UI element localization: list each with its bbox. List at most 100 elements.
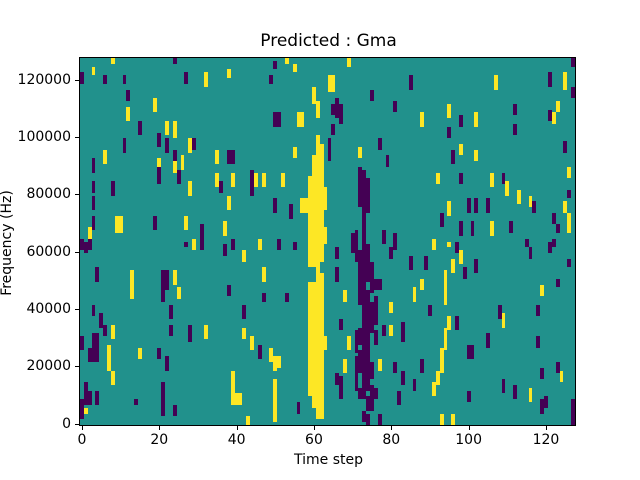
heatmap-cell	[571, 399, 575, 425]
heatmap-cell	[327, 75, 336, 93]
heatmap-cell	[370, 301, 374, 334]
heatmap-cell	[513, 123, 517, 136]
heatmap-cell	[80, 336, 84, 351]
heatmap-cell	[366, 396, 371, 411]
heatmap-cell	[354, 330, 359, 354]
heatmap-cell	[284, 58, 289, 64]
heatmap-cell	[536, 336, 541, 348]
x-tick-label: 0	[77, 432, 87, 448]
heatmap-cell	[87, 238, 92, 251]
heatmap-cell	[184, 215, 189, 231]
y-tick-mark	[75, 308, 79, 310]
heatmap-cell	[315, 135, 320, 420]
heatmap-cell	[559, 370, 564, 382]
x-axis-label: Time step	[294, 452, 363, 468]
heatmap-cell	[192, 138, 196, 150]
y-tick-mark	[75, 366, 79, 368]
heatmap-cell	[366, 290, 371, 345]
heatmap-cell	[571, 58, 575, 67]
y-tick-mark	[75, 194, 79, 196]
heatmap-cell	[130, 270, 135, 299]
heatmap-cell	[250, 181, 255, 196]
heatmap-cell	[184, 72, 189, 84]
heatmap-cell	[528, 247, 533, 259]
heatmap-cell	[381, 230, 386, 245]
heatmap-cell	[489, 172, 494, 188]
x-tick-label: 40	[227, 432, 246, 448]
heatmap-cell	[474, 112, 479, 127]
heatmap-cell	[192, 238, 196, 251]
heatmap-cell	[83, 241, 88, 253]
heatmap-cell	[462, 267, 467, 279]
heatmap-cell	[567, 212, 572, 222]
heatmap-cell	[312, 86, 316, 104]
plot-title: Predicted : Gma	[260, 31, 397, 51]
heatmap-cell	[323, 187, 328, 210]
heatmap-cell	[501, 379, 506, 394]
heatmap-cell	[342, 359, 347, 374]
heatmap-cell	[381, 324, 386, 337]
heatmap-cell	[366, 344, 371, 391]
heatmap-cell	[226, 195, 231, 210]
heatmap-cell	[226, 69, 231, 79]
heatmap-cell	[223, 221, 227, 236]
heatmap-cell	[296, 112, 305, 127]
heatmap-cell	[466, 344, 471, 360]
heatmap-cell	[335, 98, 340, 119]
heatmap-cell	[567, 221, 572, 233]
heatmap-cell	[339, 318, 343, 331]
heatmap-cell	[555, 101, 560, 113]
heatmap-cell	[354, 379, 359, 391]
heatmap-cell	[424, 255, 429, 271]
heatmap-cell	[292, 146, 297, 159]
heatmap-cell	[331, 123, 336, 136]
heatmap-cell	[486, 198, 490, 213]
heatmap-cell	[412, 379, 417, 391]
heatmap-cell	[292, 63, 297, 73]
x-tick-label: 80	[382, 432, 401, 448]
heatmap-cell	[126, 89, 131, 101]
heatmap-cell	[83, 407, 88, 414]
heatmap-cell	[370, 261, 374, 294]
heatmap-cell	[110, 58, 115, 64]
heatmap-cell	[470, 221, 475, 236]
x-tick-mark	[545, 426, 547, 430]
heatmap-cell	[451, 149, 456, 165]
heatmap-cell	[215, 172, 220, 188]
heatmap-cell	[362, 364, 367, 400]
heatmap-cell	[269, 75, 274, 84]
heatmap-cell	[567, 189, 572, 199]
x-tick-label: 60	[305, 432, 323, 448]
heatmap-cell	[223, 244, 227, 256]
heatmap-cell	[443, 270, 448, 285]
heatmap-cell	[544, 396, 548, 408]
heatmap-cell	[327, 138, 332, 162]
heatmap-cell	[513, 103, 517, 116]
heatmap-cell	[350, 232, 355, 253]
heatmap-cell	[551, 238, 556, 248]
heatmap-cell	[362, 333, 367, 365]
heatmap-cell	[513, 384, 517, 400]
heatmap-cell	[184, 241, 189, 248]
heatmap-cell	[284, 293, 289, 302]
heatmap-cell	[188, 324, 193, 342]
heatmap-cell	[528, 387, 533, 403]
y-tick-mark	[75, 423, 79, 425]
heatmap-cell	[215, 149, 220, 165]
heatmap-cell	[474, 149, 479, 162]
y-tick-mark	[75, 136, 79, 138]
heatmap-cell	[103, 75, 108, 84]
heatmap-cell	[335, 247, 340, 259]
heatmap-cell	[161, 381, 166, 397]
heatmap-cell	[408, 75, 413, 90]
heatmap-cell	[400, 370, 405, 385]
heatmap-cell	[389, 247, 394, 259]
heatmap-cell	[516, 189, 521, 205]
heatmap-cell	[165, 138, 169, 153]
heatmap-cell	[466, 390, 471, 403]
heatmap-cell	[455, 316, 459, 331]
heatmap-cell	[354, 230, 359, 262]
heatmap-cell	[540, 284, 545, 296]
heatmap-cell	[168, 324, 173, 337]
